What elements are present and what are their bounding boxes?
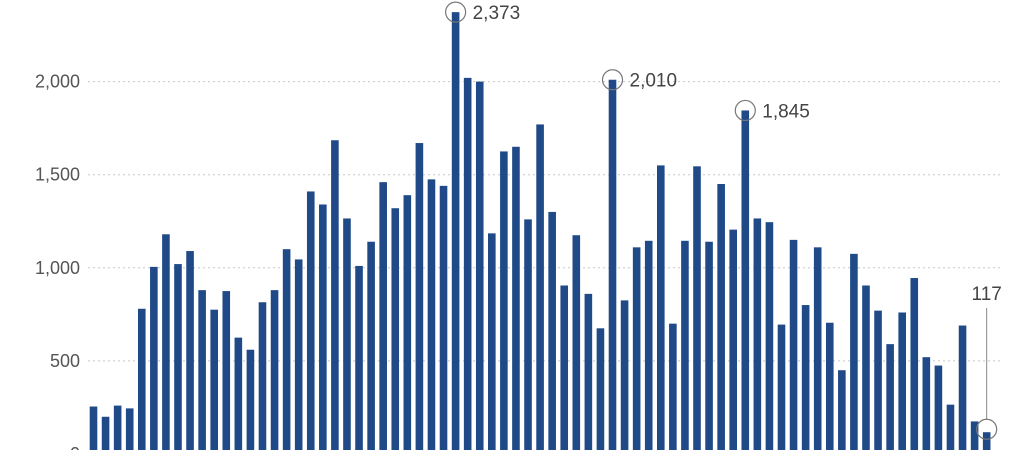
annotation-marker [976, 418, 998, 440]
bar-11 [222, 291, 231, 450]
y-tick-label: 500 [50, 351, 80, 371]
bar-18 [306, 191, 315, 450]
bar-6 [162, 234, 170, 450]
bar-48 [669, 323, 677, 450]
y-tick-label: 1,000 [35, 258, 80, 278]
bar-29 [439, 185, 448, 450]
annotations: 2,373 2,010 1,845 117 [445, 1, 1002, 440]
bar-58 [789, 239, 798, 450]
bar-57 [777, 324, 786, 450]
bar-35 [512, 146, 520, 450]
y-tick-label: 0 [70, 444, 80, 450]
bar-series [89, 12, 991, 450]
bar-17 [294, 259, 303, 450]
bar-65 [874, 310, 882, 450]
annotation-marker [734, 99, 756, 122]
bar-20 [331, 140, 339, 450]
bar-60 [813, 247, 822, 450]
bar-15 [270, 290, 279, 450]
annotation-label: 117 [972, 284, 1002, 305]
bar-23 [367, 241, 375, 450]
bar-14 [258, 302, 267, 450]
y-tick-label: 1,500 [35, 165, 80, 185]
bar-32 [475, 81, 484, 450]
bar-24 [379, 182, 387, 450]
bar-67 [898, 312, 906, 450]
bar-52 [717, 184, 725, 450]
bar-9 [198, 290, 206, 450]
bar-68 [910, 278, 919, 450]
bar-53 [729, 229, 738, 450]
bar-30 [451, 12, 460, 450]
bar-27 [415, 143, 424, 450]
bar-49 [681, 240, 689, 450]
bar-28 [427, 179, 436, 450]
bar-73 [970, 421, 979, 450]
bar-10 [210, 309, 218, 450]
bar-25 [391, 208, 400, 450]
bar-66 [886, 344, 894, 450]
bar-70 [934, 365, 943, 450]
annotation-label: 2,373 [473, 3, 521, 24]
bar-63 [850, 253, 858, 450]
bar-36 [524, 219, 532, 450]
y-axis: 0 500 1,000 1,500 2,000 [35, 72, 80, 450]
bar-62 [838, 370, 846, 450]
bar-72 [958, 325, 967, 450]
annotation-marker [601, 69, 624, 91]
bar-37 [536, 124, 544, 450]
bar-46 [644, 240, 653, 450]
bar-1 [101, 416, 110, 450]
bar-61 [825, 322, 834, 450]
bar-50 [693, 166, 701, 450]
bar-26 [403, 195, 412, 450]
bar-42 [596, 328, 605, 450]
y-tick-label: 2,000 [35, 72, 80, 92]
bar-69 [922, 357, 931, 450]
bar-19 [319, 204, 327, 450]
bar-51 [705, 241, 713, 450]
bar-31 [463, 77, 472, 450]
grid-layer [88, 81, 1000, 362]
bar-55 [753, 218, 762, 450]
bar-56 [765, 222, 774, 450]
bar-33 [488, 233, 496, 450]
annotation-label: 1,845 [762, 101, 810, 122]
bar-44 [620, 300, 629, 450]
bar-47 [656, 165, 665, 450]
bar-64 [862, 285, 870, 450]
bar-43 [608, 79, 617, 450]
bar-13 [246, 349, 255, 450]
bar-45 [632, 247, 641, 450]
bar-7 [174, 264, 182, 450]
annotation-label: 2,010 [630, 71, 678, 92]
bar-40 [572, 235, 581, 450]
bar-8 [186, 251, 194, 450]
bar-21 [343, 218, 351, 450]
bar-5 [150, 266, 158, 450]
bar-0 [89, 406, 98, 450]
bar-34 [500, 151, 508, 450]
bar-12 [234, 337, 243, 450]
bar-2 [113, 405, 122, 450]
bar-3 [125, 408, 134, 450]
bar-74 [982, 432, 991, 450]
bar-16 [282, 249, 291, 450]
bar-39 [560, 285, 569, 450]
bar-59 [801, 305, 810, 450]
bar-54 [741, 110, 750, 450]
annotation-marker [445, 1, 467, 23]
bar-22 [355, 265, 363, 450]
bar-71 [946, 404, 955, 450]
bar-41 [584, 293, 593, 450]
bar-38 [548, 211, 556, 450]
bar-4 [137, 308, 146, 450]
